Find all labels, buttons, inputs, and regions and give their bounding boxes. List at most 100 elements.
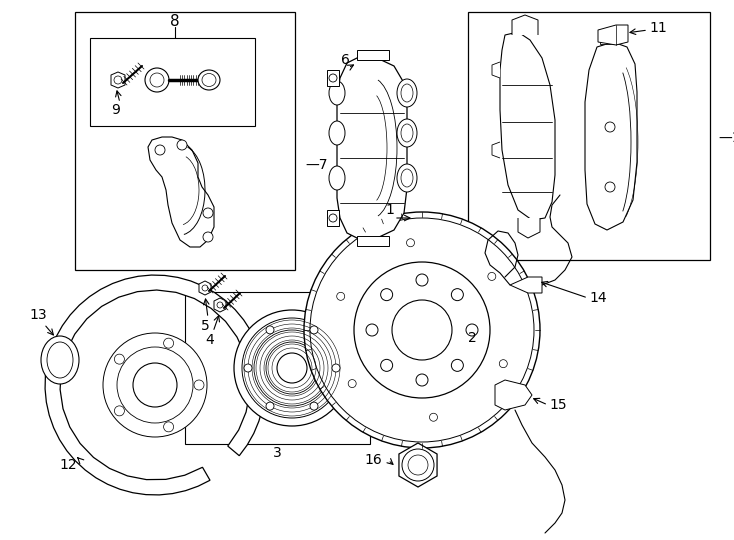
Text: 12: 12 [59, 458, 77, 472]
Circle shape [392, 300, 452, 360]
Circle shape [416, 274, 428, 286]
Circle shape [202, 285, 208, 291]
Bar [90, 38, 255, 126]
Circle shape [217, 302, 223, 308]
Circle shape [329, 214, 337, 222]
Circle shape [310, 218, 534, 442]
Circle shape [429, 413, 437, 421]
Polygon shape [492, 142, 500, 158]
Circle shape [451, 289, 463, 301]
Circle shape [354, 262, 490, 398]
Polygon shape [518, 218, 540, 238]
Bar [327, 70, 339, 86]
Circle shape [133, 363, 177, 407]
Circle shape [466, 324, 478, 336]
Polygon shape [199, 281, 211, 295]
Circle shape [304, 212, 540, 448]
Bar [468, 12, 710, 260]
Circle shape [310, 326, 318, 334]
Ellipse shape [198, 70, 220, 90]
Circle shape [310, 402, 318, 410]
Bar [357, 236, 389, 246]
Ellipse shape [329, 81, 345, 105]
Circle shape [103, 333, 207, 437]
Circle shape [366, 324, 378, 336]
Circle shape [234, 310, 350, 426]
Text: 15: 15 [549, 398, 567, 412]
Circle shape [266, 326, 274, 334]
Circle shape [381, 289, 393, 301]
Text: —7: —7 [305, 158, 327, 172]
Text: 3: 3 [272, 446, 281, 460]
Polygon shape [337, 58, 407, 238]
Text: 4: 4 [206, 333, 214, 347]
Circle shape [329, 74, 337, 82]
Polygon shape [510, 277, 542, 293]
Ellipse shape [397, 164, 417, 192]
Text: —10: —10 [718, 131, 734, 145]
Ellipse shape [397, 119, 417, 147]
Polygon shape [598, 25, 628, 45]
Circle shape [115, 354, 124, 364]
Circle shape [254, 330, 330, 406]
Text: 1: 1 [385, 203, 394, 217]
Polygon shape [111, 72, 125, 88]
Circle shape [145, 68, 169, 92]
Circle shape [332, 364, 340, 372]
Text: 16: 16 [364, 453, 382, 467]
Text: 13: 13 [29, 308, 47, 322]
Circle shape [605, 122, 615, 132]
Circle shape [381, 359, 393, 372]
Text: 6: 6 [341, 53, 349, 67]
Circle shape [277, 353, 307, 383]
Text: 5: 5 [200, 319, 209, 333]
Polygon shape [495, 380, 532, 410]
Polygon shape [148, 137, 214, 247]
Circle shape [114, 76, 122, 84]
Ellipse shape [401, 124, 413, 142]
Text: 9: 9 [112, 103, 120, 117]
Circle shape [416, 374, 428, 386]
Circle shape [460, 345, 474, 359]
Circle shape [242, 318, 342, 418]
Circle shape [266, 402, 274, 410]
Circle shape [115, 406, 124, 416]
Ellipse shape [329, 121, 345, 145]
Circle shape [203, 232, 213, 242]
Polygon shape [500, 32, 555, 220]
Bar [185, 292, 370, 444]
Circle shape [164, 338, 174, 348]
Ellipse shape [47, 342, 73, 378]
Text: 14: 14 [589, 291, 607, 305]
Ellipse shape [329, 166, 345, 190]
Circle shape [463, 348, 471, 356]
Circle shape [194, 380, 204, 390]
Circle shape [117, 347, 193, 423]
Circle shape [348, 380, 356, 388]
Polygon shape [585, 42, 637, 230]
Bar [75, 12, 295, 270]
Ellipse shape [41, 336, 79, 384]
Circle shape [407, 239, 415, 247]
Circle shape [244, 364, 252, 372]
Circle shape [203, 208, 213, 218]
Polygon shape [399, 443, 437, 487]
Circle shape [605, 182, 615, 192]
Text: 8: 8 [170, 15, 180, 30]
Circle shape [488, 272, 495, 280]
Text: 2: 2 [468, 331, 476, 345]
Polygon shape [214, 298, 226, 312]
Bar [600, 34, 618, 44]
Circle shape [499, 360, 507, 368]
Ellipse shape [202, 73, 216, 86]
Polygon shape [492, 62, 500, 78]
Circle shape [155, 145, 165, 155]
Ellipse shape [401, 84, 413, 102]
Text: 11: 11 [649, 21, 667, 35]
Ellipse shape [397, 79, 417, 107]
Circle shape [177, 140, 187, 150]
Ellipse shape [401, 169, 413, 187]
Circle shape [337, 292, 345, 300]
Circle shape [402, 449, 434, 481]
Circle shape [164, 422, 174, 432]
